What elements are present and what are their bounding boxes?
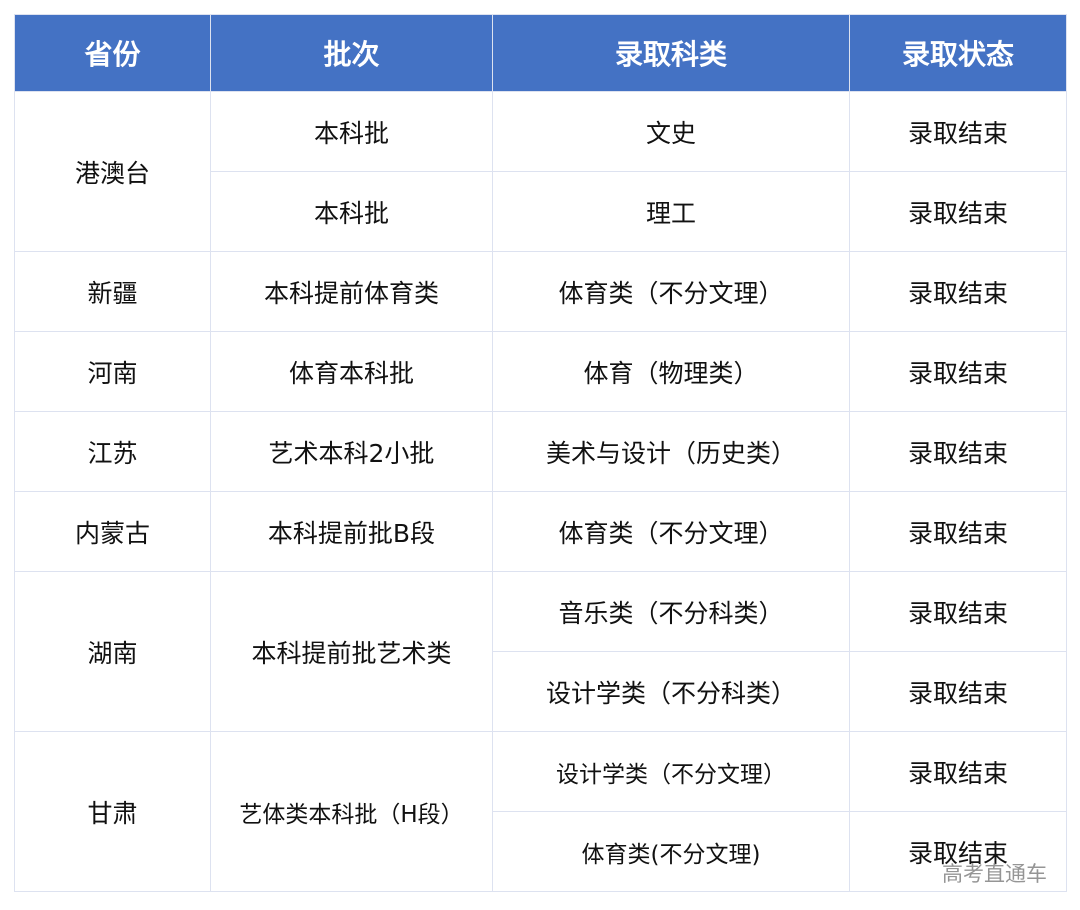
header-category: 录取科类: [492, 14, 850, 92]
province-cell: 新疆: [14, 251, 211, 332]
header-batch: 批次: [210, 14, 493, 92]
province-cell: 港澳台: [14, 91, 211, 252]
status-cell: 录取结束: [849, 811, 1067, 892]
category-cell: 音乐类（不分科类）: [492, 571, 850, 652]
status-cell: 录取结束: [849, 171, 1067, 252]
status-cell: 录取结束: [849, 411, 1067, 492]
watermark: 高考直通车: [942, 862, 1047, 886]
category-cell: 文史: [492, 91, 850, 172]
category-cell: 体育类（不分文理）: [492, 251, 850, 332]
status-cell: 录取结束: [849, 251, 1067, 332]
category-cell: 设计学类（不分科类）: [492, 651, 850, 732]
status-cell: 录取结束: [849, 91, 1067, 172]
table-row: 体育类(不分文理) 录取结束: [15, 811, 1067, 892]
province-cell: 河南: [14, 331, 211, 412]
header-status: 录取状态: [849, 14, 1067, 92]
header-province: 省份: [14, 14, 211, 92]
table-row: 本科批 理工 录取结束: [15, 171, 1067, 252]
category-cell: 理工: [492, 171, 850, 252]
province-cell: 江苏: [14, 411, 211, 492]
header-row: 省份 批次 录取科类 录取状态: [14, 14, 1067, 92]
table-row: 江苏 艺术本科2小批 美术与设计（历史类） 录取结束: [14, 411, 1067, 492]
batch-cell: 艺术本科2小批: [210, 411, 493, 492]
status-cell: 录取结束: [849, 571, 1067, 652]
province-cell: 湖南: [14, 571, 211, 732]
admission-status-table: 省份 批次 录取科类 录取状态 港澳台 本科批 文史 录取结束 本科批 理工 录…: [14, 14, 1067, 892]
batch-cell: 本科批: [210, 91, 493, 172]
table-row: 湖南 本科提前批艺术类 音乐类（不分科类） 录取结束: [14, 571, 1067, 732]
table-row: 内蒙古 本科提前批B段 体育类（不分文理） 录取结束: [14, 491, 1067, 572]
batch-cell: 本科提前批B段: [210, 491, 493, 572]
batch-cell: 艺体类本科批（H段）: [210, 731, 493, 892]
status-cell: 录取结束: [849, 731, 1067, 812]
batch-cell: 体育本科批: [210, 331, 493, 412]
table-row: 河南 体育本科批 体育（物理类） 录取结束: [14, 331, 1067, 412]
table-row: 甘肃 艺体类本科批（H段） 设计学类（不分文理） 录取结束: [14, 731, 1067, 892]
batch-cell: 本科提前体育类: [210, 251, 493, 332]
batch-cell: 本科提前批艺术类: [210, 571, 493, 732]
category-cell: 体育类(不分文理): [492, 811, 850, 892]
batch-cell: 本科批: [210, 171, 493, 252]
table-row: 港澳台 本科批 文史 录取结束: [14, 91, 1067, 252]
status-cell: 录取结束: [849, 651, 1067, 732]
category-cell: 美术与设计（历史类）: [492, 411, 850, 492]
category-cell: 设计学类（不分文理）: [492, 731, 850, 812]
province-cell: 甘肃: [14, 731, 211, 892]
status-cell: 录取结束: [849, 491, 1067, 572]
table-row: 新疆 本科提前体育类 体育类（不分文理） 录取结束: [14, 251, 1067, 332]
category-cell: 体育（物理类）: [492, 331, 850, 412]
status-cell: 录取结束: [849, 331, 1067, 412]
category-cell: 体育类（不分文理）: [492, 491, 850, 572]
province-cell: 内蒙古: [14, 491, 211, 572]
